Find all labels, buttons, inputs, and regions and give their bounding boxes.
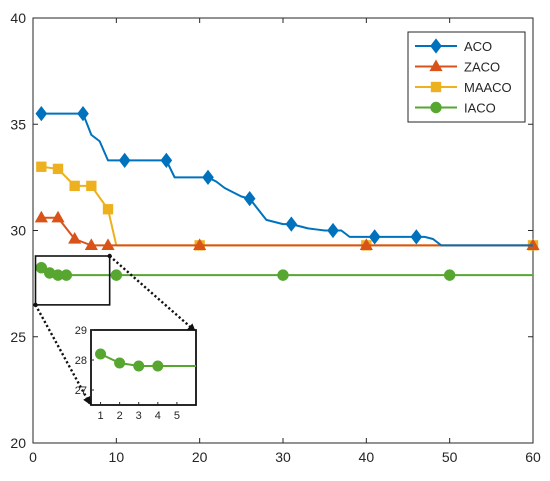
data-point-aco (243, 191, 256, 207)
legend-entry-iaco: IACO (415, 101, 496, 116)
data-point-maaco (69, 180, 80, 192)
legend-entry-zaco: ZACO (415, 60, 500, 75)
legend-marker-aco (430, 38, 442, 54)
data-point-aco (118, 152, 131, 168)
y-tick-label: 30 (10, 223, 26, 239)
x-tick-label: 0 (29, 449, 37, 465)
legend-label-maaco: MAACO (464, 80, 512, 95)
data-point-zaco (34, 210, 48, 223)
data-point-iaco (443, 269, 456, 281)
inset-y-tick-label: 29 (75, 325, 87, 337)
inset-data-point (133, 360, 145, 372)
inset-y-tick-label: 27 (75, 385, 87, 397)
legend-entry-maaco: MAACO (415, 80, 512, 95)
series-zaco (34, 210, 540, 251)
legend-label-aco: ACO (464, 39, 492, 54)
series-layer (34, 106, 540, 281)
series-aco (35, 106, 533, 247)
data-point-iaco (277, 269, 289, 281)
inset-x-tick-label: 5 (174, 410, 180, 422)
y-tick-label: 40 (10, 10, 26, 26)
data-point-aco (410, 229, 423, 245)
data-point-zaco (68, 232, 82, 244)
legend-marker-maaco (430, 81, 442, 93)
legend-label-iaco: IACO (464, 101, 496, 116)
inset-x-tick-label: 3 (136, 410, 142, 422)
x-tick-label: 30 (275, 449, 291, 465)
inset-y-tick-label: 28 (75, 355, 87, 367)
data-point-aco (77, 106, 89, 122)
data-point-maaco (52, 163, 64, 175)
data-point-zaco (84, 238, 98, 251)
legend-marker-iaco (430, 101, 442, 114)
inset-x-tick-label: 1 (97, 410, 103, 422)
legend-entry-aco: ACO (415, 38, 492, 54)
y-tick-label: 35 (10, 116, 26, 132)
data-point-aco (285, 216, 298, 232)
y-tick-label: 20 (10, 435, 26, 451)
inset-data-point (95, 348, 107, 360)
series-line-aco (41, 112, 533, 247)
data-point-maaco (102, 204, 114, 215)
zoom-region-box (34, 255, 111, 306)
inset-layer: 1 2 3 4 5 27 28 29 (75, 325, 197, 422)
data-point-aco (327, 222, 339, 239)
data-point-zaco (101, 238, 115, 251)
data-point-iaco (110, 269, 123, 281)
x-tick-label: 40 (359, 449, 375, 465)
x-tick-label: 60 (525, 449, 541, 465)
x-tick-label: 50 (442, 449, 458, 465)
data-point-aco (202, 169, 214, 185)
data-point-aco (368, 229, 381, 245)
zoom-box-layer (33, 253, 196, 405)
data-point-aco (160, 152, 173, 168)
zoom-arrow-lower (34, 304, 92, 405)
inset-x-tick-label: 4 (155, 410, 161, 422)
legend-label-zaco: ZACO (464, 60, 500, 75)
legend: ACO ZACO MAACO IACO (407, 31, 526, 123)
data-point-zaco (359, 238, 373, 251)
inset-x-tick-label: 2 (117, 410, 123, 422)
inset-data-point (152, 360, 164, 372)
legend-marker-zaco (429, 59, 443, 72)
data-point-maaco (36, 161, 47, 172)
data-point-iaco (60, 269, 73, 281)
data-point-maaco (86, 180, 97, 192)
y-tick-label: 25 (10, 329, 26, 345)
inset-data-point (114, 357, 126, 369)
zoom-arrow-upper (108, 255, 196, 332)
series-iaco (35, 261, 533, 281)
data-point-aco (35, 106, 48, 122)
x-tick-label: 20 (192, 449, 208, 465)
inset-series-iaco (95, 348, 196, 372)
x-tick-label: 10 (109, 449, 125, 465)
data-point-zaco (51, 210, 65, 223)
data-point-zaco (193, 238, 207, 251)
